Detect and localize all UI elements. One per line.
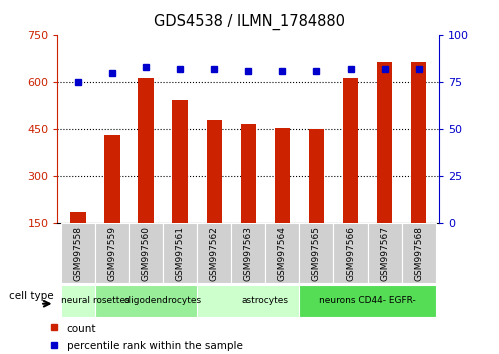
Bar xyxy=(377,62,392,223)
Bar xyxy=(299,285,436,317)
Text: astrocytes: astrocytes xyxy=(242,296,289,306)
Text: GSM997566: GSM997566 xyxy=(346,225,355,281)
Bar xyxy=(343,78,358,223)
Text: GSM997561: GSM997561 xyxy=(176,225,185,281)
Bar xyxy=(333,223,368,283)
Bar xyxy=(70,212,85,223)
Bar xyxy=(207,120,222,223)
Text: GSM997565: GSM997565 xyxy=(312,225,321,281)
Text: GSM997562: GSM997562 xyxy=(210,225,219,281)
Bar xyxy=(231,223,265,283)
Bar xyxy=(61,223,95,283)
Bar xyxy=(309,129,324,223)
Text: GSM997567: GSM997567 xyxy=(380,225,389,281)
Bar xyxy=(138,78,154,223)
Bar xyxy=(197,223,231,283)
Text: GSM997564: GSM997564 xyxy=(278,225,287,281)
Bar xyxy=(104,136,120,223)
Bar xyxy=(61,285,129,317)
Bar xyxy=(95,285,231,317)
Bar xyxy=(274,128,290,223)
Text: count: count xyxy=(67,324,96,333)
Bar xyxy=(241,124,256,223)
Text: neural rosettes: neural rosettes xyxy=(60,296,129,306)
Bar xyxy=(163,223,197,283)
Text: GDS4538 / ILMN_1784880: GDS4538 / ILMN_1784880 xyxy=(154,14,345,30)
Text: GSM997559: GSM997559 xyxy=(107,225,116,281)
Bar xyxy=(402,223,436,283)
Text: cell type: cell type xyxy=(8,291,53,301)
Text: GSM997568: GSM997568 xyxy=(414,225,423,281)
Bar xyxy=(368,223,402,283)
Bar xyxy=(197,285,333,317)
Text: neurons CD44- EGFR-: neurons CD44- EGFR- xyxy=(319,296,416,306)
Text: oligodendrocytes: oligodendrocytes xyxy=(124,296,202,306)
Bar xyxy=(411,62,426,223)
Bar xyxy=(299,223,333,283)
Bar xyxy=(173,99,188,223)
Text: GSM997563: GSM997563 xyxy=(244,225,253,281)
Bar xyxy=(129,223,163,283)
Bar xyxy=(265,223,299,283)
Text: GSM997558: GSM997558 xyxy=(73,225,82,281)
Text: percentile rank within the sample: percentile rank within the sample xyxy=(67,341,243,351)
Bar xyxy=(95,223,129,283)
Text: GSM997560: GSM997560 xyxy=(142,225,151,281)
